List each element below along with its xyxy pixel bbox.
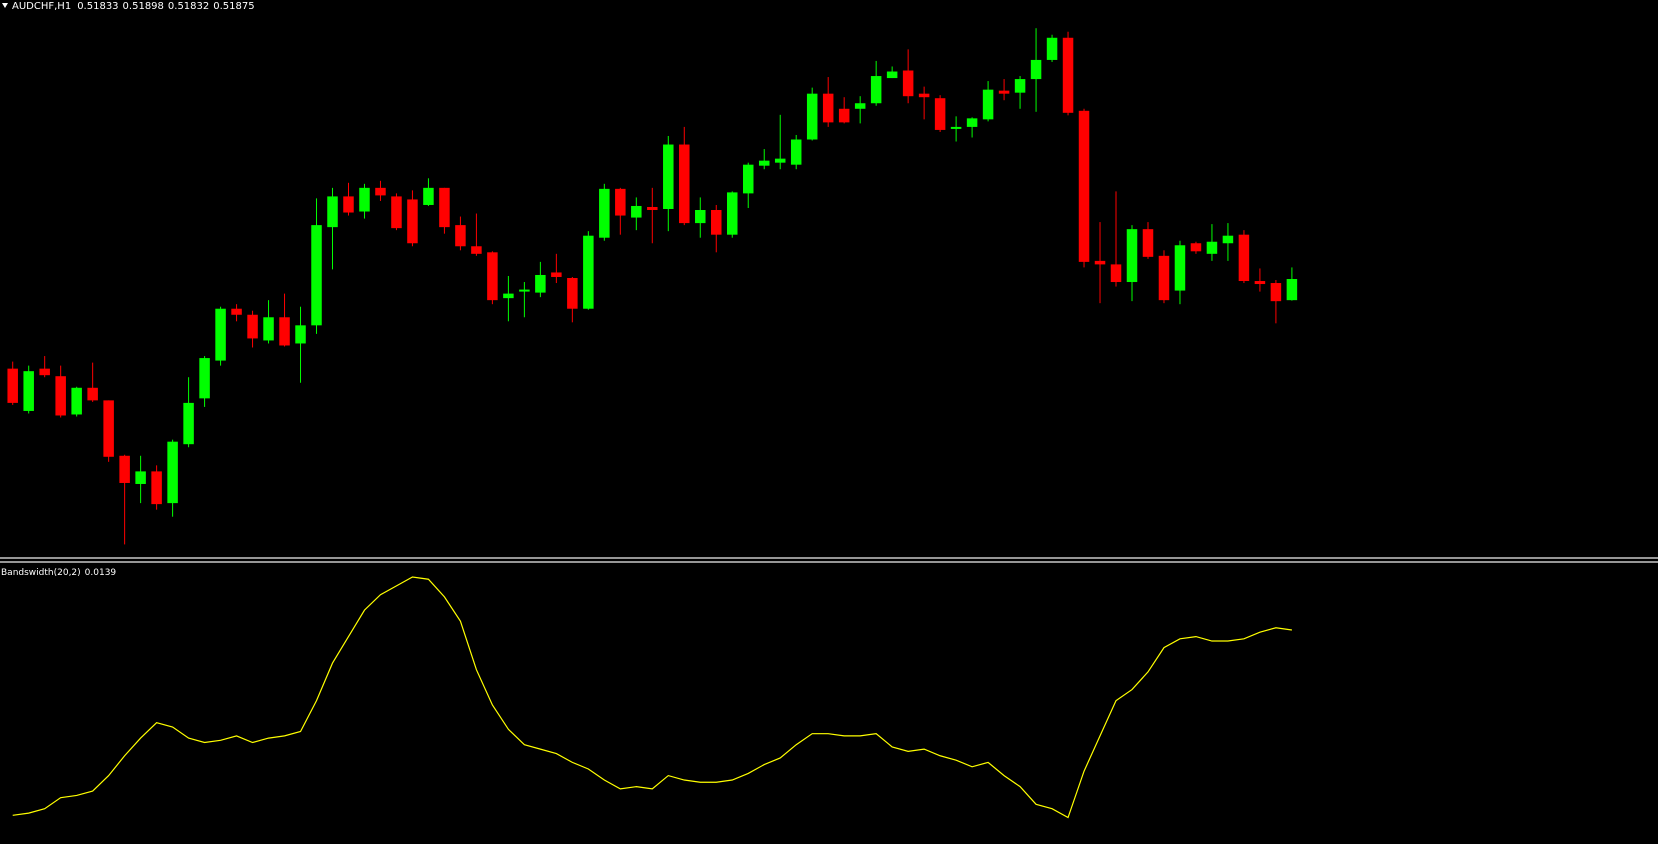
candle-body — [583, 235, 594, 309]
candle-body — [55, 376, 66, 416]
candle-body — [7, 368, 18, 403]
candle-body — [1222, 235, 1234, 244]
candle-body — [455, 225, 466, 247]
symbol: AUDCHF,H1 — [12, 1, 71, 12]
candle-body — [71, 387, 82, 415]
candle-body — [567, 277, 578, 309]
candle-body — [806, 93, 818, 140]
candle-body — [487, 252, 498, 301]
candle-body — [631, 205, 642, 218]
indicator-name: Bandswidth(20,2) — [1, 568, 81, 578]
candle-body — [183, 402, 194, 445]
candle-body — [471, 246, 482, 254]
candle-body — [1046, 37, 1058, 60]
candle-body — [1078, 110, 1090, 262]
candle-body — [695, 210, 706, 224]
candle-body — [247, 314, 258, 339]
candle-body — [343, 196, 354, 213]
candle-body — [902, 70, 914, 97]
candle-body — [39, 368, 50, 376]
candle-body — [1014, 79, 1026, 93]
candle-body — [998, 90, 1010, 94]
indicator-header: Bandswidth(20,2) 0.0139 — [1, 568, 116, 578]
collapse-arrow[interactable] — [2, 3, 8, 8]
candle-body — [87, 387, 98, 401]
candle-body — [1270, 283, 1282, 302]
candle-body — [503, 293, 514, 299]
candle-body — [870, 76, 882, 104]
candle-body — [1254, 281, 1266, 285]
candle-body — [950, 126, 962, 129]
open-price: 0.51833 — [77, 1, 118, 12]
candle-body — [774, 158, 786, 163]
candle-body — [934, 98, 946, 130]
candle-body — [679, 144, 690, 224]
candle-body — [199, 358, 210, 399]
candle-body — [167, 441, 178, 504]
candle-body — [407, 199, 418, 244]
candle-body — [327, 196, 338, 228]
candle-body — [790, 139, 802, 165]
candle-body — [838, 108, 850, 123]
candle-body — [551, 272, 562, 277]
candle-body — [263, 317, 274, 341]
candle-body — [599, 188, 610, 238]
candle-body — [375, 187, 386, 196]
candle-body — [279, 317, 290, 346]
symbol-header: AUDCHF,H1 0.51833 0.51898 0.51832 0.51875 — [12, 1, 255, 12]
candle-body — [758, 160, 770, 166]
candle-body — [1094, 260, 1106, 265]
candle-body — [519, 289, 530, 292]
candle-body — [439, 187, 450, 228]
candle-body — [1174, 245, 1186, 291]
candle-body — [727, 192, 738, 235]
candle-body — [231, 308, 242, 315]
candle-body — [854, 103, 866, 109]
candle-body — [1030, 59, 1042, 80]
candle-body — [23, 371, 34, 411]
low-price: 0.51832 — [168, 1, 209, 12]
candle-body — [215, 308, 226, 361]
high-price: 0.51898 — [123, 1, 164, 12]
candle-body — [1142, 229, 1154, 257]
candle-body — [391, 196, 402, 229]
candle-body — [103, 400, 114, 457]
candle-body — [647, 206, 658, 211]
candle-body — [359, 187, 370, 212]
candle-body — [1238, 234, 1250, 282]
candle-body — [918, 93, 930, 98]
candle-body — [1206, 241, 1218, 254]
candle-body — [966, 118, 978, 127]
candle-body — [742, 164, 754, 194]
candle-body — [1062, 37, 1074, 113]
candle-body — [1126, 229, 1138, 283]
candle-body — [982, 89, 994, 120]
indicator-line — [12, 576, 1292, 819]
candle-body — [119, 455, 130, 483]
candle-body — [423, 187, 434, 205]
candle-body — [663, 144, 674, 210]
candle-body — [295, 325, 306, 344]
candle-body — [711, 210, 722, 235]
candle-body — [1158, 255, 1170, 301]
candle-body — [135, 471, 146, 484]
indicator-value: 0.0139 — [85, 568, 117, 578]
candle-body — [886, 71, 898, 79]
close-price: 0.51875 — [213, 1, 254, 12]
candle-body — [535, 274, 546, 293]
candle-body — [615, 188, 626, 216]
candle-body — [1190, 243, 1202, 252]
candle-body — [151, 471, 162, 505]
candle-body — [311, 225, 322, 326]
candle-body — [1286, 279, 1298, 301]
candle-body — [822, 93, 834, 123]
candle-body — [1110, 264, 1122, 283]
